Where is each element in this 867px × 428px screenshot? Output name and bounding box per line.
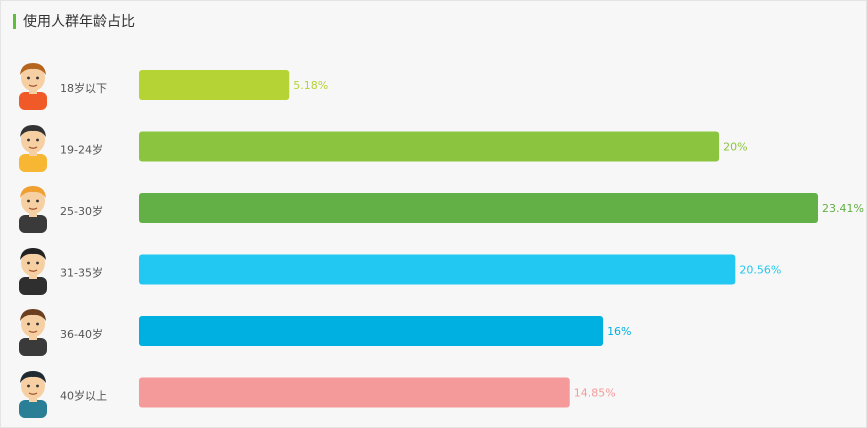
blond-man-suit-icon — [19, 186, 47, 233]
category-label-5: 40岁以上 — [60, 389, 107, 403]
category-label-0: 18岁以下 — [60, 81, 107, 95]
value-label-1: 20% — [723, 141, 747, 154]
value-label-2: 23.41% — [822, 202, 864, 215]
bar-0 — [139, 70, 290, 100]
category-label-1: 19-24岁 — [60, 143, 103, 157]
man-teal-shirt-icon — [19, 370, 47, 418]
bar-5 — [139, 377, 570, 408]
bar-1 — [139, 131, 720, 162]
young-man-yellow-shirt-icon — [19, 124, 47, 172]
chart-title: 使用人群年龄占比 — [23, 14, 135, 30]
value-label-5: 14.85% — [574, 387, 616, 400]
value-label-0: 5.18% — [293, 79, 328, 92]
bar-4 — [139, 316, 604, 346]
boy-red-shirt-icon — [19, 63, 47, 110]
mustache-man-suit-icon — [19, 309, 47, 356]
bar-3 — [139, 254, 736, 285]
category-label-3: 31-35岁 — [60, 266, 103, 280]
category-label-2: 25-30岁 — [60, 204, 103, 218]
title-row: 使用人群年龄占比 — [13, 11, 135, 31]
businessman-suit-icon — [19, 247, 47, 295]
title-accent-bar — [13, 13, 16, 29]
category-label-4: 36-40岁 — [60, 327, 103, 341]
value-label-3: 20.56% — [739, 264, 781, 277]
value-label-4: 16% — [607, 325, 631, 338]
bar-2 — [139, 193, 818, 223]
